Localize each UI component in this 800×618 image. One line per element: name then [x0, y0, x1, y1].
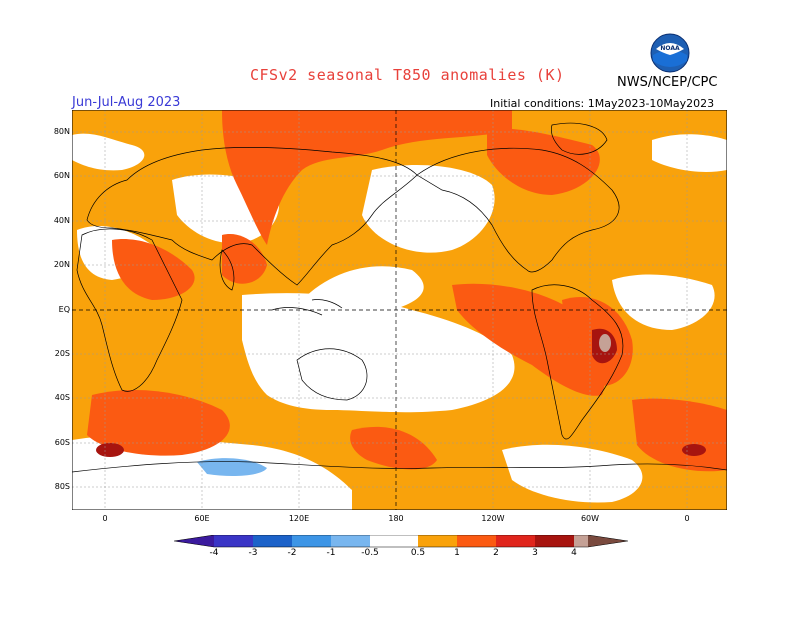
lon-label-120w: 120W	[481, 514, 505, 523]
agency-label: NWS/NCEP/CPC	[617, 75, 718, 90]
colorbar-swatch-neutral	[370, 535, 418, 547]
colorbar-label-p4: 4	[571, 548, 577, 558]
logo-icon: NOAA	[650, 33, 690, 73]
lat-label-eq: EQ	[58, 305, 70, 314]
colorbar-label-p05: 0.5	[410, 548, 426, 558]
lat-label-80s: 80S	[54, 482, 70, 491]
colorbar	[174, 535, 628, 548]
colorbar-label-p2: 2	[493, 548, 499, 558]
neutral-regions	[72, 133, 727, 510]
colorbar-label-m4: -4	[209, 548, 219, 558]
colorbar-label-m05: -0.5	[361, 548, 379, 558]
colorbar-label-p1: 1	[454, 548, 460, 558]
colorbar-swatch-p05-1	[418, 535, 457, 547]
season-label: Jun-Jul-Aug 2023	[72, 95, 181, 110]
lat-label-80n: 80N	[53, 127, 70, 136]
logo-text: NOAA	[660, 45, 680, 52]
lat-label-60s: 60S	[54, 438, 70, 447]
colorbar-swatch-m2-m1	[292, 535, 331, 547]
colorbar-swatch-m1-m05	[331, 535, 370, 547]
colorbar-swatch-m3-m2	[253, 535, 292, 547]
colorbar-swatch-gt5	[588, 535, 628, 547]
colorbar-swatch-p4-5	[574, 535, 588, 547]
initial-conditions-label: Initial conditions: 1May2023-10May2023	[490, 97, 715, 110]
lon-label-180: 180	[388, 514, 404, 523]
lon-label-60w: 60W	[580, 514, 600, 523]
colorbar-swatch-m4-m3	[214, 535, 253, 547]
anomaly-1-2	[87, 110, 727, 472]
lat-label-60n: 60N	[53, 171, 70, 180]
lon-label-0-east: 0	[684, 514, 690, 523]
anomaly-3-4	[599, 334, 611, 352]
colorbar-swatch-p2-3	[496, 535, 535, 547]
lon-label-0: 0	[102, 514, 108, 523]
colorbar-swatch-p3-4	[535, 535, 574, 547]
lat-label-20s: 20S	[54, 349, 70, 358]
colorbar-swatch-lt-m4	[174, 535, 214, 547]
coastlines	[72, 122, 727, 473]
lat-label-40s: 40S	[54, 393, 70, 402]
map-title: CFSv2 seasonal T850 anomalies (K)	[250, 66, 565, 84]
lat-label-20n: 20N	[53, 260, 70, 269]
lon-label-60e: 60E	[194, 514, 210, 523]
colorbar-label-m2: -2	[287, 548, 297, 558]
colorbar-label-m1: -1	[326, 548, 336, 558]
anomaly-neg	[197, 458, 267, 476]
lat-label-40n: 40N	[53, 216, 70, 225]
colorbar-swatch-p1-2	[457, 535, 496, 547]
colorbar-label-m3: -3	[248, 548, 258, 558]
anomaly-map	[72, 110, 727, 510]
colorbar-label-p3: 3	[532, 548, 538, 558]
lon-label-120e: 120E	[288, 514, 310, 523]
